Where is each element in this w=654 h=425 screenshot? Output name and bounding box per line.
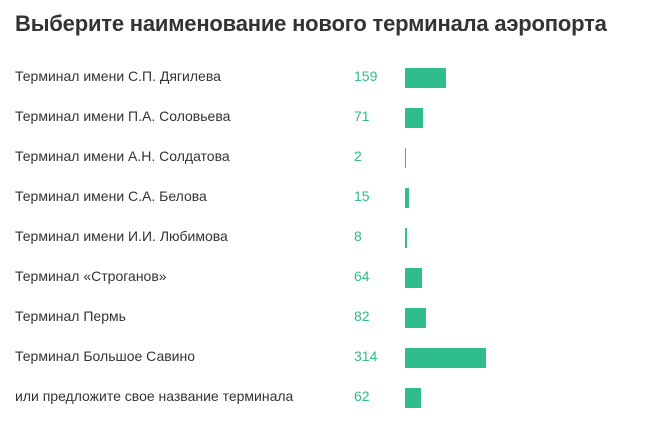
poll-vote-bar bbox=[405, 388, 421, 408]
poll-vote-count: 82 bbox=[354, 308, 370, 324]
poll-vote-count: 62 bbox=[354, 388, 370, 404]
poll-option-row: Терминал имени С.П. Дягилева 159 bbox=[0, 58, 654, 98]
poll-vote-count: 159 bbox=[354, 68, 378, 84]
poll-vote-count: 314 bbox=[354, 348, 378, 364]
poll-option-row: Терминал имени П.А. Соловьева 71 bbox=[0, 98, 654, 138]
poll-vote-count: 15 bbox=[354, 188, 370, 204]
poll-option-label: Терминал Большое Савино bbox=[15, 348, 196, 364]
poll-vote-bar bbox=[405, 68, 446, 88]
poll-vote-bar bbox=[405, 228, 407, 248]
poll-option-label: Терминал «Строганов» bbox=[15, 268, 167, 284]
poll-option-row: Терминал «Строганов» 64 bbox=[0, 258, 654, 298]
poll-option-row: Терминал имени И.И. Любимова 8 bbox=[0, 218, 654, 258]
poll-vote-bar bbox=[405, 148, 406, 168]
poll-option-label: Терминал имени П.А. Соловьева bbox=[15, 108, 231, 124]
poll-option-label: Терминал имени С.П. Дягилева bbox=[15, 68, 221, 84]
poll-option-row: Терминал Большое Савино 314 bbox=[0, 338, 654, 378]
poll-vote-bar bbox=[405, 108, 423, 128]
poll-vote-bar bbox=[405, 268, 422, 288]
poll-vote-bar bbox=[405, 348, 486, 368]
poll-option-label: Терминал имени С.А. Белова bbox=[15, 188, 207, 204]
poll-vote-bar bbox=[405, 188, 409, 208]
poll-option-row: или предложите свое название терминала 62 bbox=[0, 378, 654, 418]
poll-vote-count: 2 bbox=[354, 148, 362, 164]
poll-vote-count: 71 bbox=[354, 108, 370, 124]
poll-option-row: Терминал имени А.Н. Солдатова 2 bbox=[0, 138, 654, 178]
poll-vote-bar bbox=[405, 308, 426, 328]
poll-title: Выберите наименование нового терминала а… bbox=[15, 11, 607, 36]
poll-option-label: или предложите свое название терминала bbox=[15, 388, 294, 404]
poll-option-label: Терминал Пермь bbox=[15, 308, 126, 324]
poll-option-row: Терминал имени С.А. Белова 15 bbox=[0, 178, 654, 218]
poll-results-list: Терминал имени С.П. Дягилева 159 Терминал … bbox=[0, 58, 654, 418]
poll-vote-count: 8 bbox=[354, 228, 362, 244]
poll-option-label: Терминал имени А.Н. Солдатова bbox=[15, 148, 230, 164]
poll-vote-count: 64 bbox=[354, 268, 370, 284]
poll-option-row: Терминал Пермь 82 bbox=[0, 298, 654, 338]
poll-option-label: Терминал имени И.И. Любимова bbox=[15, 228, 228, 244]
